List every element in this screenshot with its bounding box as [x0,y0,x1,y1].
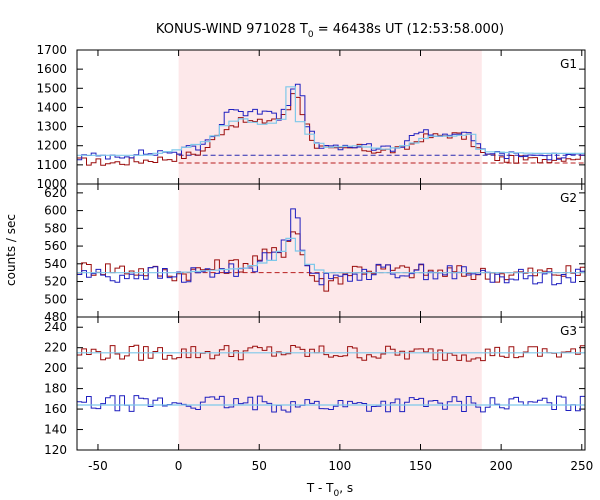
y-tick-label: 520 [44,275,67,289]
x-tick-label: -50 [88,459,108,473]
y-tick-label: 1700 [36,43,67,57]
y-tick-label: 160 [44,402,67,416]
panels-group: 10001100120013001400150016001700G1480500… [36,43,593,473]
series-data_blue [77,395,585,413]
x-tick-label: 0 [175,459,183,473]
panel-frame [76,316,586,451]
x-tick-label: 200 [490,459,513,473]
y-tick-label: 1100 [36,158,67,172]
series-model_light [77,237,585,274]
panel-g3: 120 140 160 180 200 220 240 G3 [44,316,586,457]
x-axis-label: T - T0, s [306,481,353,499]
y-tick-label: 240 [44,320,67,334]
x-tick-label: 150 [409,459,432,473]
y-tick-label: 600 [44,204,67,218]
y-tick-label: 1300 [36,120,67,134]
y-tick-label: 140 [44,423,67,437]
shaded-interval [178,50,482,184]
y-tick-label: 500 [44,292,67,306]
x-tick-label: 50 [252,459,267,473]
panel-label: G3 [560,324,577,338]
chart-title: KONUS-WIND 971028 T0 = 46438s UT (12:53:… [156,22,504,40]
y-tick-label: 580 [44,221,67,235]
y-tick-label: 620 [44,186,67,200]
y-tick-label: 540 [44,257,67,271]
panel-plot-area [77,83,585,166]
y-tick-label: 1000 [36,177,67,191]
x-tick-label: 100 [328,459,351,473]
panel-plot-area [77,208,585,292]
panel-label: G2 [560,191,577,205]
panel-plot-area [77,344,585,413]
x-tick-label: 250 [570,459,593,473]
series-data_blue [77,208,585,286]
y-tick-label: 1200 [36,139,67,153]
panel-g1: 1000 1100 1200 1300 1400 1500 1600 1700 G1 [36,43,586,191]
y-tick-label: 180 [44,382,67,396]
y-tick-label: 220 [44,341,67,355]
y-tick-label: 1600 [36,62,67,76]
panel-label: G1 [560,57,577,71]
y-tick-label: 1400 [36,100,67,114]
series-model_light [77,86,585,156]
y-tick-label: 480 [44,310,67,324]
y-axis-label: counts / sec [4,214,18,286]
y-tick-label: 560 [44,239,67,253]
y-tick-label: 200 [44,361,67,375]
shaded-interval [178,317,482,450]
y-tick-label: 1500 [36,81,67,95]
panel-g2: 480 500 520 540 560 580 600 620 G2 [44,183,586,324]
y-tick-label: 120 [44,443,67,457]
series-data_red [77,344,585,362]
shaded-interval [178,184,482,317]
